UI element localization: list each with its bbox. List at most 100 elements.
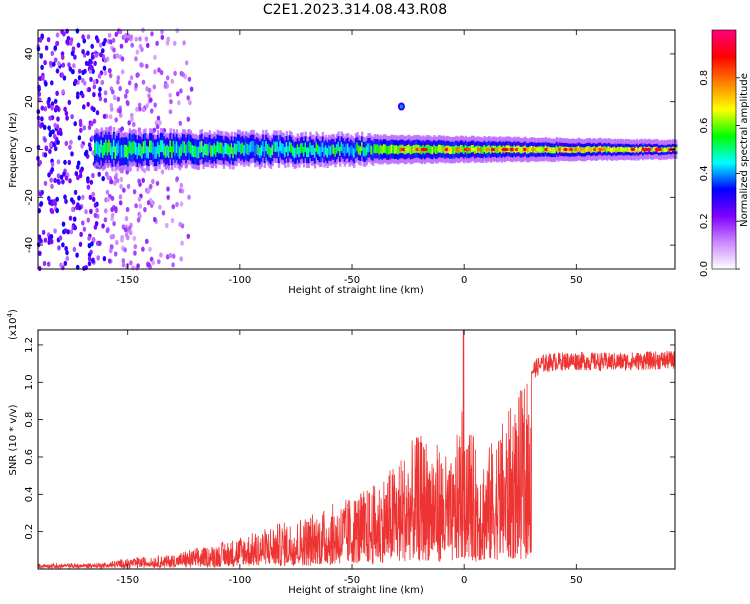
heatmap-cell xyxy=(70,151,74,157)
heatmap-cell xyxy=(320,146,323,157)
heatmap-cell xyxy=(73,78,78,84)
heatmap-cell xyxy=(56,159,61,165)
heatmap-cell xyxy=(106,174,110,181)
heatmap-cell xyxy=(134,142,138,155)
heatmap-cell xyxy=(175,201,179,208)
heatmap-cell xyxy=(48,115,52,121)
heatmap-cell xyxy=(185,144,188,157)
y-tick-label: 0.2 xyxy=(24,524,35,540)
heatmap-y-axis-label: Frequency (Hz) xyxy=(8,112,19,188)
heatmap-cell xyxy=(86,184,91,190)
heatmap-cell xyxy=(552,147,555,154)
heatmap-cell xyxy=(298,147,301,157)
heatmap-cell xyxy=(202,146,205,158)
heatmap-cell xyxy=(131,265,135,271)
heatmap-cell xyxy=(43,60,47,66)
x-tick-label: -100 xyxy=(229,275,252,286)
heatmap-cell xyxy=(315,142,318,152)
heatmap-cell xyxy=(381,145,384,155)
heatmap-cell xyxy=(64,175,69,181)
heatmap-cell xyxy=(179,201,184,207)
y-tick-label: 0.4 xyxy=(24,486,35,502)
heatmap-cell xyxy=(100,140,103,153)
heatmap-cell xyxy=(122,145,125,158)
heatmap-cell xyxy=(50,167,55,173)
heatmap-cell xyxy=(149,183,153,190)
heatmap-cell xyxy=(328,145,331,155)
heatmap-cell xyxy=(101,223,105,229)
heatmap-cell xyxy=(458,147,463,152)
heatmap-cell xyxy=(158,145,161,157)
colorbar-tick-label: 0.2 xyxy=(699,213,710,229)
heatmap-cell xyxy=(98,86,102,92)
heatmap-cell xyxy=(285,142,288,153)
heatmap-cell xyxy=(171,146,174,159)
heatmap-cell xyxy=(124,216,129,222)
heatmap-cell xyxy=(113,180,117,186)
heatmap-cell xyxy=(197,146,201,159)
heatmap-cell xyxy=(121,34,126,40)
heatmap-cell xyxy=(180,223,185,229)
heatmap-cell xyxy=(430,146,433,154)
heatmap-cell xyxy=(61,62,66,68)
heatmap-cell xyxy=(96,255,100,261)
heatmap-cell xyxy=(50,50,55,57)
heatmap-cell xyxy=(114,206,118,212)
heatmap-cell xyxy=(44,81,48,87)
heatmap-cell xyxy=(68,215,73,221)
heatmap-cell xyxy=(77,135,82,141)
heatmap-cell xyxy=(172,40,177,46)
heatmap-cell xyxy=(181,71,185,77)
heatmap-cell xyxy=(334,147,337,157)
heatmap-cell xyxy=(276,141,279,152)
heatmap-cell xyxy=(50,208,55,215)
heatmap-cell xyxy=(141,246,145,252)
x-tick-label: 0 xyxy=(461,575,467,586)
heatmap-cell xyxy=(60,72,64,78)
heatmap-cell xyxy=(46,37,51,43)
heatmap-cell xyxy=(89,59,93,65)
heatmap-cell xyxy=(136,263,140,269)
heatmap-cell xyxy=(82,125,87,131)
heatmap-cell xyxy=(61,179,65,185)
heatmap-cell xyxy=(123,227,128,233)
heatmap-cell xyxy=(433,144,436,153)
heatmap-cell xyxy=(222,146,226,158)
heatmap-cell xyxy=(165,40,170,46)
heatmap-cell xyxy=(152,142,155,155)
heatmap-cell xyxy=(68,66,73,72)
heatmap-cell xyxy=(579,147,584,152)
heatmap-cell xyxy=(101,48,105,54)
heatmap-cell xyxy=(39,201,44,207)
heatmap-cell xyxy=(108,139,111,153)
heatmap-cell xyxy=(81,220,85,226)
heatmap-cell xyxy=(110,195,115,201)
heatmap-cell xyxy=(151,200,155,206)
heatmap-cell xyxy=(40,33,44,39)
heatmap-cell xyxy=(513,145,516,153)
heatmap-cell xyxy=(359,146,362,156)
heatmap-cell xyxy=(554,147,557,154)
heatmap-cell xyxy=(53,122,57,128)
heatmap-cell xyxy=(137,102,142,108)
heatmap-cell xyxy=(49,177,53,183)
heatmap-cell xyxy=(90,54,95,60)
heatmap-cell xyxy=(397,146,400,155)
heatmap-cell xyxy=(356,142,359,152)
heatmap-cell xyxy=(52,199,56,205)
heatmap-cell xyxy=(57,245,61,251)
heatmap-cell xyxy=(77,195,81,201)
x-tick-label: -150 xyxy=(116,275,139,286)
heatmap-cell xyxy=(301,142,304,153)
heatmap-cell xyxy=(607,146,610,152)
heatmap-cell xyxy=(93,202,98,208)
heatmap-cell xyxy=(134,56,138,62)
heatmap-cell xyxy=(155,124,160,130)
heatmap-cell xyxy=(326,148,329,158)
heatmap-cell xyxy=(246,143,249,155)
heatmap-cell xyxy=(61,221,66,227)
heatmap-cell xyxy=(113,53,117,60)
heatmap-cell xyxy=(142,168,147,174)
heatmap-cell xyxy=(387,145,391,155)
heatmap-cell xyxy=(42,260,47,267)
